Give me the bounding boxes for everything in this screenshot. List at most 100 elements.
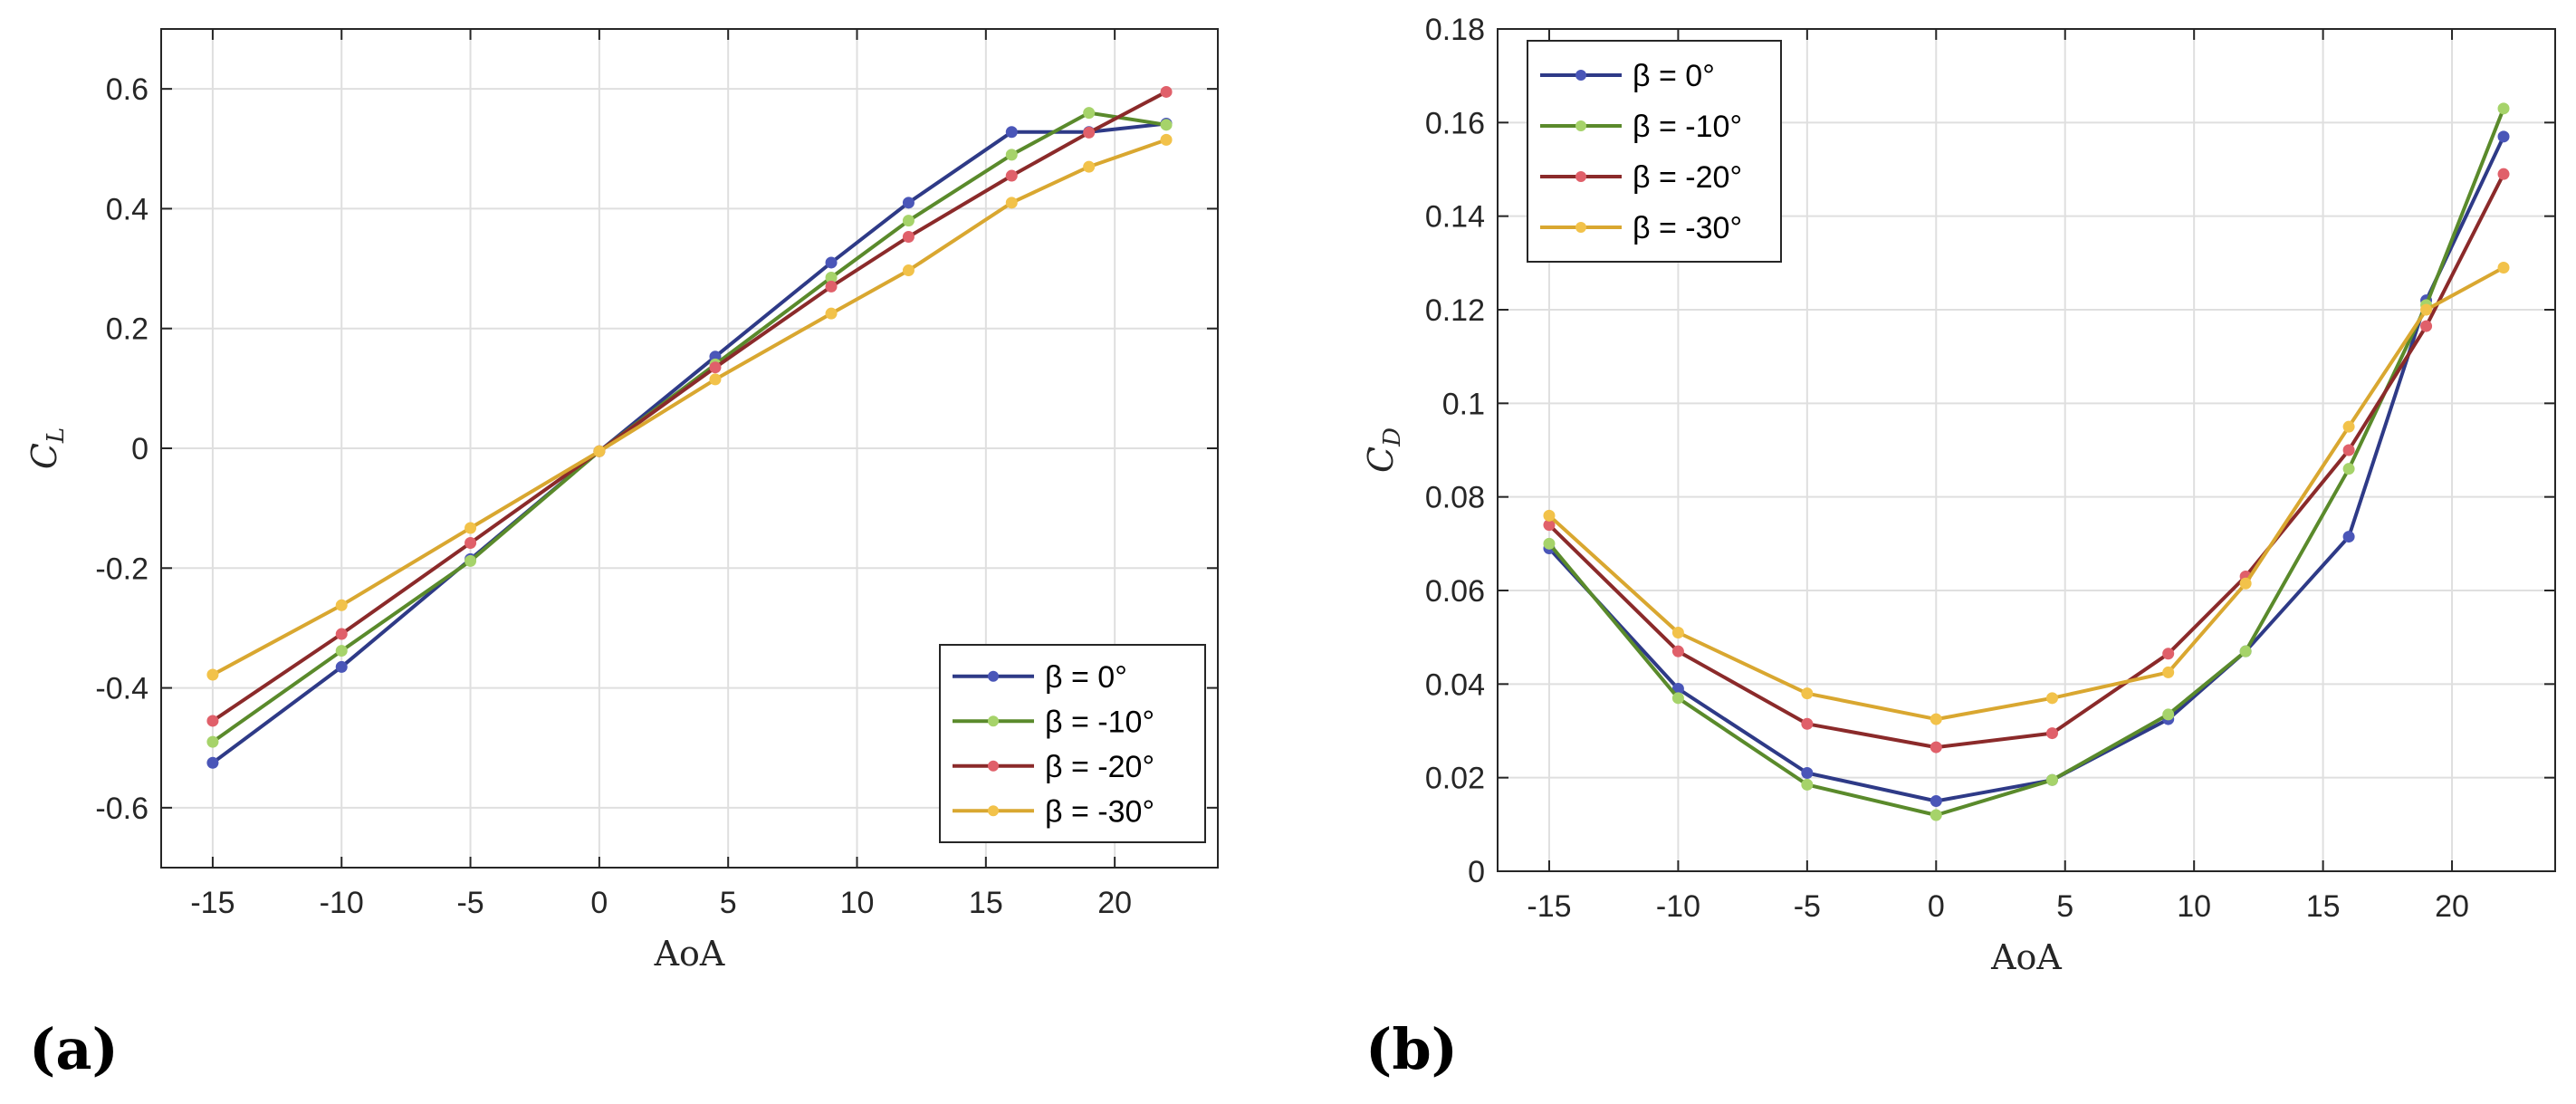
panel-a-series-1-point [902,215,915,227]
panel-b-ytick-label: 0.1 [1442,387,1485,421]
panel-a-series-0-point [825,256,838,269]
panel-a-xtick-label: 15 [969,886,1003,920]
panel-b-series-2-point [2342,444,2355,456]
panel-b-series-0-point [1930,795,1942,807]
panel-b-xtick-label: -5 [1794,889,1821,924]
panel-a-xtick-label: -15 [190,886,235,920]
panel-b-series-0-point [2342,531,2355,543]
panel-b-series-3-point [1930,713,1942,725]
panel-a-series-0-point [335,660,348,673]
panel-a-ytick-label: 0.6 [106,72,148,107]
panel-a-series-2-point [825,280,838,293]
panel-b-series-line-0 [1547,135,2505,803]
panel-b-series-1-point [1543,537,1556,550]
panel-a-series-3-point [593,445,606,457]
panel-b-series-3-point [2420,303,2433,316]
panel-a-series-2-point [1005,169,1018,182]
panel-b-ytick-label: 0.02 [1425,762,1485,796]
panel-b-xtick-label: 20 [2435,889,2469,924]
panel-a-ytick-label: -0.4 [95,672,148,706]
panel-a-series-line-3 [211,138,1167,677]
panel-a-ytick-label: 0.2 [106,312,148,347]
panel-b-series-1-point [1801,778,1814,791]
chart-panel-b: -15 -10 -5 0 5 10 15 20 0 0.02 0.04 0.06 0.08 0.1 0.12… [1361,13,2556,977]
panel-b-ytick-label: 0.08 [1425,481,1485,515]
panel-b-ytick-label: 0.14 [1425,200,1485,235]
panel-b-series-1-point [2239,645,2252,658]
panel-a-ytick-label: 0.4 [106,192,148,226]
panel-a-series-line-2 [211,90,1168,723]
panel-b-xtick-label: 5 [2056,889,2073,924]
panel-b-legend-box [1527,40,1782,263]
panel-b-series-3-point [2045,692,2058,705]
panel-a-xtick-label: -5 [456,886,484,920]
panel-label-b: (b) [1365,1016,1458,1082]
panel-b-series-3-point [2162,666,2175,678]
panel-b-series-2-point [2045,727,2058,740]
panel-a-y-axis-label-sub: L [43,427,70,444]
panel-a-series-0-point [1005,126,1018,139]
panel-a-legend-marker-0 [988,670,999,682]
panel-b-series-1-point [2045,773,2058,786]
panel-b-legend-label-0: β = 0° [1633,59,1715,93]
panel-b-series-3-point [1801,687,1814,700]
panel-b-x-axis-label: AoA [1990,937,2062,977]
panel-a-series-2-point [206,715,219,727]
panel-b-ytick-label: 0.18 [1425,13,1485,47]
panel-b-series-3-point [1543,509,1556,522]
panel-a-legend-label-2: β = -20° [1045,750,1154,784]
panel-a-series-0-point [206,756,219,769]
panel-b-ytick-label: 0.04 [1425,667,1485,702]
panel-b-ytick-label: 0 [1468,855,1485,889]
panel-a-x-axis-label: AoA [654,934,725,974]
panel-a-series-3-point [825,307,838,320]
panel-a-y-axis-label-main: C [24,443,64,469]
panel-a-series-line-1 [211,110,1167,744]
panel-a-series-1-point [1160,119,1173,131]
panel-a-series-0-point [902,197,915,209]
panel-b-series-3-point [1671,627,1684,638]
panel-b-legend-label-1: β = -10° [1633,110,1742,144]
panel-a-series-2-point [335,628,348,640]
panel-a-series-2-point [464,537,477,550]
panel-b-series-3-point [2497,262,2510,274]
panel-b-series-2-point [1671,645,1684,658]
panel-b-series-1-point [2162,708,2175,721]
panel-a-legend-marker-2 [988,760,999,772]
panel-a-series-1-point [464,554,477,567]
panel-b-series-1-point [2342,463,2355,475]
panel-a-legend-label-1: β = -10° [1045,705,1154,739]
panel-a-ytick-label: 0 [131,432,148,466]
panel-b-axes-frame [1497,28,2556,872]
panel-a-legend-label-0: β = 0° [1045,660,1127,695]
panel-b-series-0-point [2497,130,2510,143]
panel-b-series-line-3 [1547,265,2504,722]
panel-b-y-axis-label-main: C [1361,446,1401,473]
panel-a-series-3-point [335,599,348,611]
panel-a-y-axis-label: CL [24,427,70,469]
panel-a-legend-marker-3 [988,805,999,817]
panel-b-series-2-point [1801,717,1814,730]
panel-b-series-1-point [1930,809,1942,821]
panel-a-series-1-point [206,735,219,748]
panel-a-series-2-point [1083,126,1096,139]
panel-b-series-2-point [2162,648,2175,660]
panel-b-series-3-point [2239,577,2252,590]
panel-b-xtick-label: -10 [1656,889,1700,924]
panel-a-series-1-point [1083,107,1096,120]
chart-panel-a: -15 -10 -5 0 5 10 15 20 -0.6 -0.4 -0.2 0 0.2 0.4 0.6 Ao… [24,28,1219,974]
panel-b-legend-marker-1 [1575,120,1586,131]
panel-b-series-2-point [2497,168,2510,180]
panel-a-xtick-label: 5 [720,886,737,920]
panel-b-y-axis-label: CD [1361,427,1406,473]
panel-b-xtick-label: -15 [1527,889,1571,924]
panel-b-legend-label-3: β = -30° [1633,211,1742,245]
panel-b-ytick-label: 0.16 [1425,106,1485,140]
panel-a-series-1-point [335,645,348,658]
panel-a-series-2-point [709,361,722,374]
panel-a-legend-label-3: β = -30° [1045,794,1154,829]
panel-b-xtick-label: 0 [1928,889,1945,924]
panel-b-ytick-label: 0.06 [1425,574,1485,609]
panel-a-series-1-point [1005,149,1018,161]
